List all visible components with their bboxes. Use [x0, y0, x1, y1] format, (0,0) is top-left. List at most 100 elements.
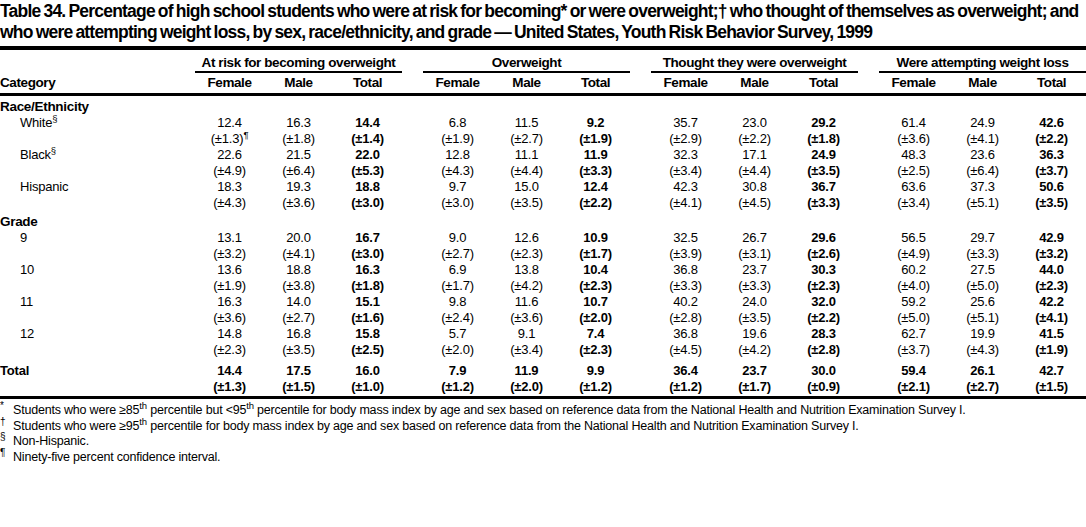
ci-cell: (±4.4) — [720, 163, 789, 179]
section-row: Grade — [0, 211, 1086, 230]
value-cell: 7.4 — [561, 326, 630, 342]
value-cell: 29.6 — [789, 230, 858, 246]
value-cell: 30.3 — [789, 262, 858, 278]
value-cell: 11.1 — [492, 147, 561, 163]
category-header: Category — [0, 72, 195, 95]
ci-cell: (±1.4) — [333, 131, 402, 147]
ci-cell: (±2.3) — [1017, 278, 1086, 294]
value-cell: 23.0 — [720, 115, 789, 131]
value-cell: 15.1 — [333, 294, 402, 310]
row-category — [0, 246, 195, 262]
row-category — [0, 131, 195, 147]
column-gap — [630, 195, 651, 211]
value-cell: 42.3 — [651, 179, 720, 195]
column-gap — [630, 294, 651, 310]
column-gap — [402, 262, 423, 278]
ci-cell: (±2.8) — [789, 342, 858, 358]
value-cell: 11.9 — [561, 147, 630, 163]
col-header-male: Male — [948, 72, 1017, 95]
ci-cell: (±2.4) — [423, 310, 492, 326]
value-cell: 9.7 — [423, 179, 492, 195]
value-cell: 14.8 — [195, 326, 264, 342]
ci-cell: (±1.8) — [333, 278, 402, 294]
ci-cell: (±3.3) — [948, 246, 1017, 262]
section-label: Grade — [0, 211, 1086, 230]
ci-cell: (±2.3) — [492, 246, 561, 262]
value-cell: 56.5 — [879, 230, 948, 246]
ci-cell: (±2.7) — [264, 310, 333, 326]
ci-cell: (±3.4) — [879, 195, 948, 211]
footnote: ¶Ninety-five percent confidence interval… — [0, 450, 1086, 466]
value-cell: 12.8 — [423, 147, 492, 163]
value-cell: 32.3 — [651, 147, 720, 163]
value-cell: 42.2 — [1017, 294, 1086, 310]
ci-cell: (±2.2) — [789, 310, 858, 326]
value-cell: 16.3 — [195, 294, 264, 310]
column-gap — [402, 52, 423, 72]
column-gap — [402, 131, 423, 147]
column-gap — [630, 262, 651, 278]
row-category: 10 — [0, 262, 195, 278]
column-gap — [402, 230, 423, 246]
ci-cell: (±4.5) — [651, 342, 720, 358]
ci-row: (±2.3)(±3.5)(±2.5)(±2.0)(±3.4)(±2.3)(±4.… — [0, 342, 1086, 358]
ci-cell: (±5.1) — [948, 310, 1017, 326]
column-gap — [858, 342, 879, 358]
ci-row: (±4.9)(±6.4)(±5.3)(±4.3)(±4.4)(±3.3)(±3.… — [0, 163, 1086, 179]
value-cell: 9.2 — [561, 115, 630, 131]
ci-row: (±4.3)(±3.6)(±3.0)(±3.0)(±3.5)(±2.2)(±4.… — [0, 195, 1086, 211]
ci-cell: (±3.6) — [195, 310, 264, 326]
footnote: §Non-Hispanic. — [0, 434, 1086, 450]
column-gap — [630, 358, 651, 379]
ci-cell: (±1.7) — [561, 246, 630, 262]
value-cell: 6.8 — [423, 115, 492, 131]
value-cell: 61.4 — [879, 115, 948, 131]
column-gap — [402, 195, 423, 211]
ci-cell: (±1.8) — [789, 131, 858, 147]
ci-cell: (±1.9) — [561, 131, 630, 147]
ci-cell: (±1.3)¶ — [195, 131, 264, 147]
value-cell: 30.0 — [789, 358, 858, 379]
ci-cell: (±3.5) — [264, 342, 333, 358]
column-gap — [858, 310, 879, 326]
value-row: Total14.417.516.07.911.99.936.423.730.05… — [0, 358, 1086, 379]
column-gap — [630, 163, 651, 179]
value-cell: 11.9 — [492, 358, 561, 379]
column-gap — [402, 310, 423, 326]
ci-cell: (±1.3) — [195, 379, 264, 395]
value-cell: 27.5 — [948, 262, 1017, 278]
value-cell: 42.7 — [1017, 358, 1086, 379]
value-cell: 24.9 — [789, 147, 858, 163]
value-cell: 36.4 — [651, 358, 720, 379]
value-cell: 29.2 — [789, 115, 858, 131]
footnote: *Students who were ≥85th percentile but … — [0, 403, 1086, 419]
ci-cell: (±1.8) — [264, 131, 333, 147]
value-cell: 18.3 — [195, 179, 264, 195]
ci-cell: (±1.0) — [333, 379, 402, 395]
value-cell: 17.1 — [720, 147, 789, 163]
ci-cell: (±4.9) — [195, 163, 264, 179]
value-cell: 37.3 — [948, 179, 1017, 195]
ci-cell: (±4.1) — [264, 246, 333, 262]
ci-cell: (±2.0) — [423, 342, 492, 358]
ci-cell: (±3.1) — [720, 246, 789, 262]
value-cell: 41.5 — [1017, 326, 1086, 342]
value-cell: 11.5 — [492, 115, 561, 131]
ci-cell: (±5.0) — [948, 278, 1017, 294]
ci-cell: (±3.7) — [1017, 163, 1086, 179]
ci-cell: (±3.9) — [651, 246, 720, 262]
value-cell: 40.2 — [651, 294, 720, 310]
ci-cell: (±2.3) — [195, 342, 264, 358]
value-cell: 59.4 — [879, 358, 948, 379]
value-cell: 30.8 — [720, 179, 789, 195]
column-gap — [630, 179, 651, 195]
footnote-marker: ¶ — [0, 450, 13, 466]
ci-cell: (±6.4) — [948, 163, 1017, 179]
ci-cell: (±4.1) — [651, 195, 720, 211]
column-gap — [630, 278, 651, 294]
value-cell: 62.7 — [879, 326, 948, 342]
col-header-total: Total — [789, 72, 858, 95]
ci-cell: (±3.8) — [264, 278, 333, 294]
col-header-female: Female — [879, 72, 948, 95]
ci-cell: (±2.6) — [789, 246, 858, 262]
